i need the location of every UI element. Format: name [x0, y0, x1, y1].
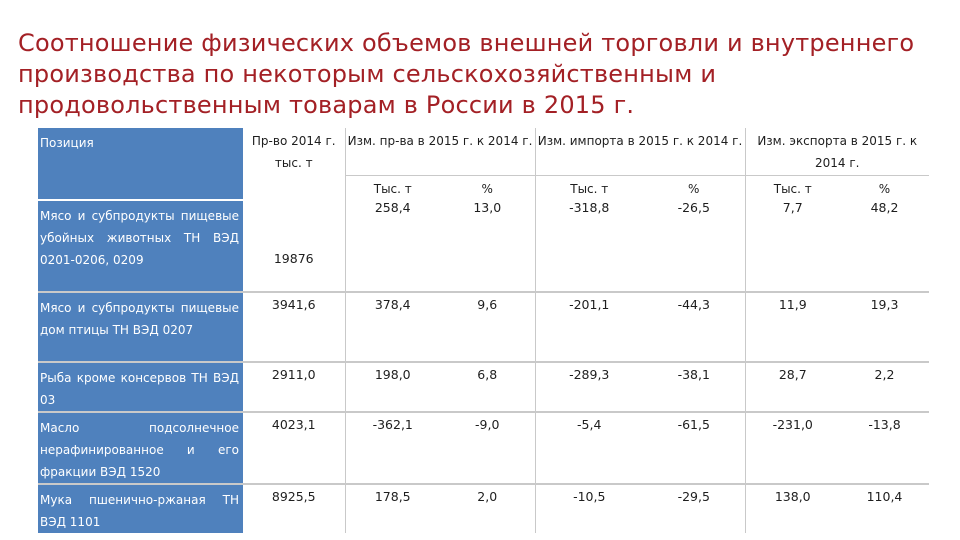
table-row: Мука пшенично-ржаная ТН ВЭД 1101 8925,5 … — [38, 482, 929, 533]
row-position: Масло подсолнечное нерафинированное и ег… — [38, 410, 243, 484]
row-production: 3941,6 — [243, 290, 345, 362]
row-position: Мука пшенично-ржаная ТН ВЭД 1101 — [38, 482, 243, 533]
subheader-imp-abs: Тыс. т — [534, 174, 643, 200]
row-exp-pct: 110,4 — [840, 482, 929, 533]
subheader-prod-pct: % — [440, 174, 535, 200]
subheader-exp-pct: % — [840, 174, 929, 200]
row-prod-abs: 198,0 — [344, 360, 440, 412]
header-import-change: Изм. импорта в 2015 г. к 2014 г. — [534, 128, 745, 175]
row-production: 8925,5 — [243, 482, 345, 533]
table-row: Мясо и субпродукты пищевые дом птицы ТН … — [38, 290, 929, 362]
subheader-prod-abs: Тыс. т — [344, 174, 440, 200]
subheader-exp-abs: Тыс. т — [744, 174, 840, 200]
table-row: Рыба кроме консервов ТН ВЭД 03 2911,0 19… — [38, 360, 929, 412]
row-imp-abs: -201,1 — [534, 290, 643, 362]
row-imp-abs: -5,4 — [534, 410, 643, 484]
header-prod-change: Изм. пр-ва в 2015 г. к 2014 г. — [344, 128, 535, 175]
row-exp-pct: 19,3 — [840, 290, 929, 362]
row-exp-abs: 28,7 — [744, 360, 840, 412]
row-production: 19876 — [273, 250, 314, 266]
row-prod-pct: 2,0 — [440, 482, 535, 533]
slide-title: Соотношение физических объемов внешней т… — [18, 29, 915, 119]
row-imp-abs: -10,5 — [534, 482, 643, 533]
trade-table: Позиция Пр-во 2014 г. тыс. т Изм. пр-ва … — [38, 128, 929, 533]
row-prod-pct: 13,0 — [473, 199, 502, 215]
row-exp-pct: -13,8 — [840, 410, 929, 484]
row-prod-abs: 178,5 — [344, 482, 440, 533]
header-production: Пр-во 2014 г. тыс. т — [251, 134, 336, 170]
row-production: 2911,0 — [243, 360, 345, 412]
table-row: Мясо и субпродукты пищевые убойных живот… — [38, 199, 929, 292]
row-imp-pct: -44,3 — [643, 290, 745, 362]
row-position: Рыба кроме консервов ТН ВЭД 03 — [38, 360, 243, 412]
row-prod-pct: -9,0 — [440, 410, 535, 484]
row-exp-abs: 11,9 — [744, 290, 840, 362]
row-position: Мясо и субпродукты пищевые дом птицы ТН … — [38, 290, 243, 362]
row-imp-abs: -289,3 — [534, 360, 643, 412]
row-position: Мясо и субпродукты пищевые убойных живот… — [38, 199, 243, 292]
row-prod-abs: 378,4 — [344, 290, 440, 362]
subheader-imp-pct: % — [643, 174, 745, 200]
row-imp-abs: -318,8 — [534, 199, 643, 292]
row-prod-pct: 6,8 — [440, 360, 535, 412]
row-exp-pct: 2,2 — [840, 360, 929, 412]
header-position: Позиция — [38, 128, 243, 201]
row-imp-pct: -61,5 — [643, 410, 745, 484]
row-prod-pct: 9,6 — [440, 290, 535, 362]
row-imp-pct: -29,5 — [643, 482, 745, 533]
subheader-row: Тыс. т % Тыс. т % Тыс. т % — [38, 174, 929, 200]
table-row: Масло подсолнечное нерафинированное и ег… — [38, 410, 929, 484]
row-exp-abs: 7,7 — [744, 199, 840, 292]
row-exp-abs: 138,0 — [744, 482, 840, 533]
row-prod-abs: -362,1 — [344, 410, 440, 484]
row-imp-pct: -38,1 — [643, 360, 745, 412]
row-production: 4023,1 — [243, 410, 345, 484]
header-export-change: Изм. экспорта в 2015 г. к 2014 г. — [744, 128, 929, 175]
row-prod-abs: 258,4 — [344, 199, 440, 292]
row-imp-pct: -26,5 — [677, 199, 710, 215]
header-row: Позиция Пр-во 2014 г. тыс. т Изм. пр-ва … — [38, 128, 929, 201]
row-exp-pct: 48,2 — [870, 199, 899, 215]
row-exp-abs: -231,0 — [744, 410, 840, 484]
